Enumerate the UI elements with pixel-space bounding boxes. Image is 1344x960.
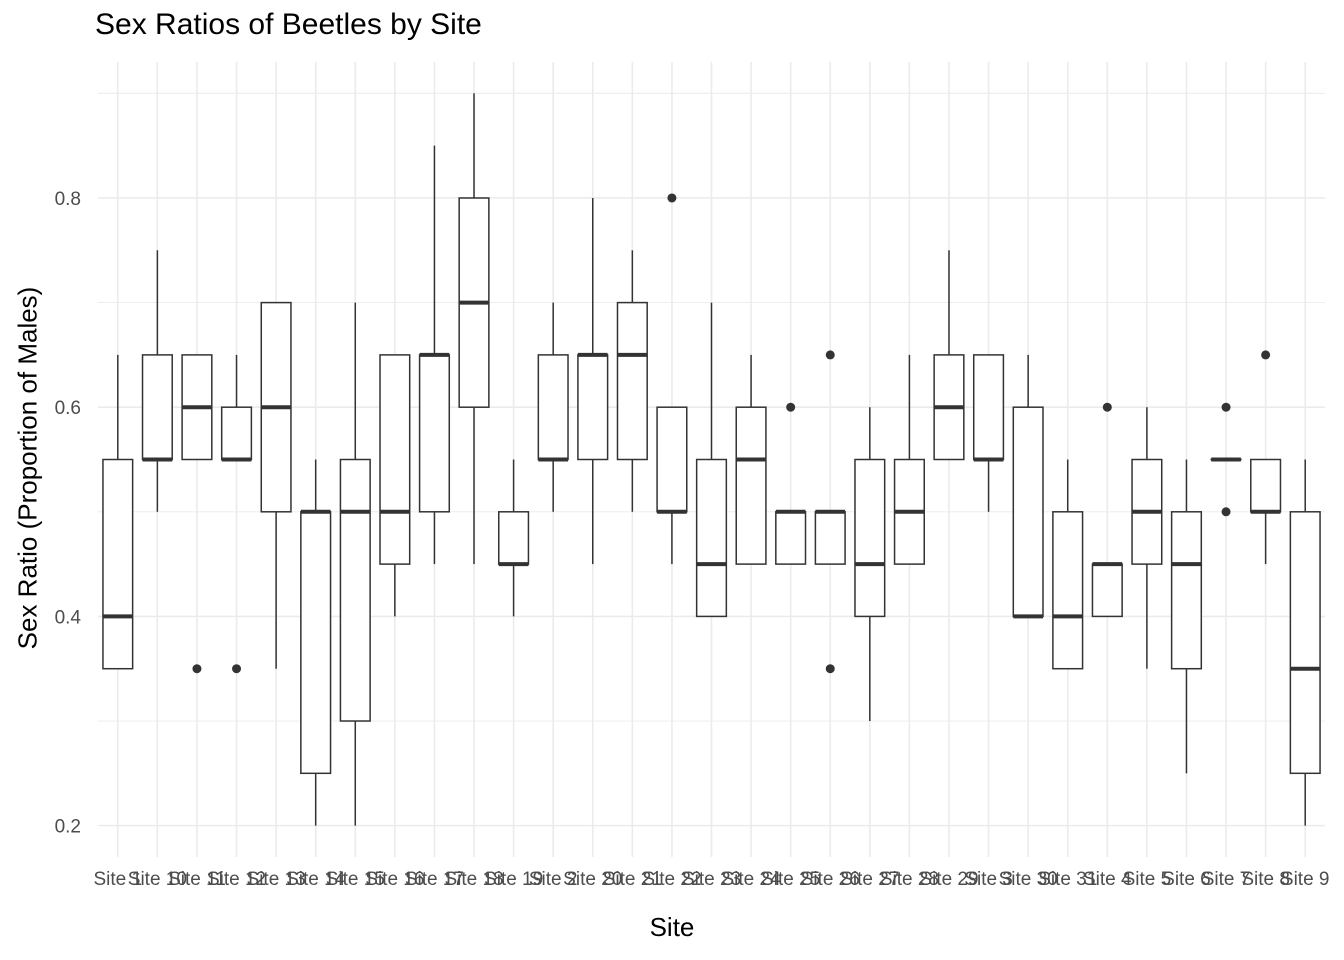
box bbox=[656, 406, 688, 513]
box bbox=[814, 511, 846, 565]
box bbox=[1289, 511, 1321, 775]
x-tick-label: Site 4 bbox=[1083, 869, 1132, 890]
box bbox=[775, 511, 807, 565]
outlier-point bbox=[1102, 402, 1112, 412]
box bbox=[1170, 511, 1203, 670]
x-tick-label: Site 25 bbox=[761, 869, 820, 890]
y-tick-label: 0.8 bbox=[55, 189, 81, 210]
x-tick-label: Site 23 bbox=[682, 869, 741, 890]
box bbox=[102, 458, 134, 670]
box bbox=[537, 354, 569, 461]
x-tick-label: Site 8 bbox=[1241, 869, 1290, 890]
x-tick-label: Site 30 bbox=[999, 869, 1058, 890]
box bbox=[339, 458, 371, 722]
outlier-point bbox=[667, 193, 677, 203]
box bbox=[1091, 563, 1123, 618]
x-tick-label: Site 17 bbox=[405, 869, 464, 890]
box bbox=[220, 406, 253, 461]
box bbox=[141, 354, 173, 461]
box bbox=[616, 301, 648, 461]
outlier-point bbox=[1221, 507, 1231, 517]
outlier-point bbox=[1261, 350, 1271, 360]
x-tick-label: Site 21 bbox=[603, 869, 662, 890]
outlier-point bbox=[1221, 402, 1231, 412]
box bbox=[854, 458, 886, 618]
x-tick-label: Site 3 bbox=[964, 869, 1013, 890]
y-tick-label: 0.2 bbox=[55, 817, 81, 838]
outlier-point bbox=[786, 402, 796, 412]
y-tick-label: 0.4 bbox=[55, 607, 82, 628]
x-tick-label: Site 31 bbox=[1038, 869, 1097, 890]
box bbox=[577, 354, 609, 461]
x-tick-label: Site 19 bbox=[484, 869, 543, 890]
x-tick-label: Site 18 bbox=[444, 869, 503, 890]
box bbox=[972, 354, 1005, 461]
y-tick-label: 0.6 bbox=[55, 398, 81, 419]
x-tick-label: Site 5 bbox=[1123, 869, 1172, 890]
x-tick-label: Site 27 bbox=[840, 869, 899, 890]
x-tick-label: Site 2 bbox=[529, 869, 578, 890]
x-tick-label: Site 7 bbox=[1202, 869, 1251, 890]
x-axis-label: Site bbox=[649, 912, 695, 942]
x-tick-label: Site 11 bbox=[168, 869, 226, 890]
x-tick-label: Site 20 bbox=[563, 869, 622, 890]
box bbox=[498, 511, 530, 565]
box bbox=[735, 406, 767, 565]
x-tick-label: Site 24 bbox=[722, 869, 782, 890]
box bbox=[1250, 458, 1282, 513]
box bbox=[1012, 406, 1044, 618]
x-tick-label: Site 14 bbox=[286, 869, 346, 890]
x-tick-label: Site 9 bbox=[1281, 869, 1330, 890]
box bbox=[1052, 511, 1084, 670]
outlier-point bbox=[825, 664, 835, 674]
x-tick-label: Site 13 bbox=[247, 869, 306, 890]
x-tick-label: Site 16 bbox=[365, 869, 424, 890]
box bbox=[379, 354, 411, 565]
outlier-point bbox=[825, 350, 835, 360]
box bbox=[300, 511, 332, 775]
x-tick-label: Site 22 bbox=[642, 869, 701, 890]
box bbox=[695, 458, 728, 618]
outlier-point bbox=[232, 664, 242, 674]
outlier-point bbox=[192, 664, 202, 674]
box bbox=[418, 354, 451, 513]
x-tick-label: Site 1 bbox=[93, 869, 142, 890]
x-tick-label: Site 10 bbox=[128, 869, 187, 890]
chart-title: Sex Ratios of Beetles by Site bbox=[95, 8, 482, 41]
x-tick-label: Site 15 bbox=[326, 869, 385, 890]
x-tick-label: Site 28 bbox=[880, 869, 939, 890]
x-tick-label: Site 29 bbox=[919, 869, 978, 890]
x-tick-label: Site 12 bbox=[207, 869, 266, 890]
x-tick-label: Site 26 bbox=[801, 869, 860, 890]
x-tick-label: Site 6 bbox=[1162, 869, 1211, 890]
